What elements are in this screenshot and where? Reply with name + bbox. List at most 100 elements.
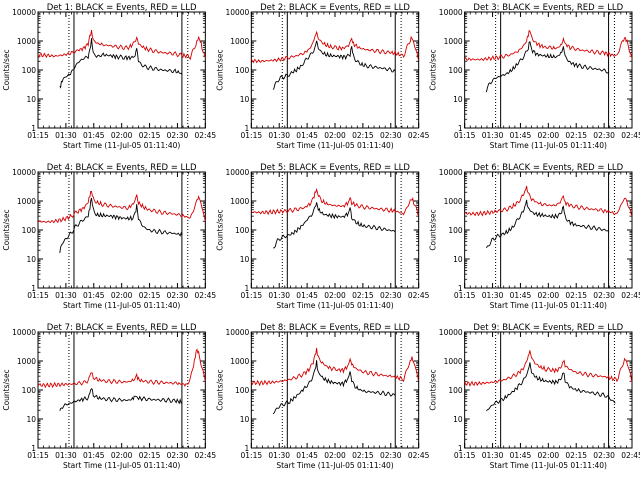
x-tick-label: 01:30 [482, 291, 504, 300]
detector-panel-6: Det 6: BLACK = Events, RED = LLD 1 10 100 10… [429, 163, 640, 310]
panel-title: Det 5: BLACK = Events, RED = LLD [260, 163, 410, 173]
x-tick-label: 01:45 [510, 451, 532, 460]
x-tick-label: 02:15 [352, 131, 374, 140]
panel-title: Det 6: BLACK = Events, RED = LLD [473, 163, 623, 173]
events-series-line [59, 38, 183, 89]
y-tick-label: 10000 [225, 168, 249, 177]
x-tick-label: 01:45 [83, 131, 105, 140]
x-tick-label: 02:30 [380, 451, 402, 460]
x-tick-label: 02:00 [324, 451, 346, 460]
y-tick-label: 100 [448, 386, 463, 395]
x-tick-label: 01:15 [241, 451, 263, 460]
events-series-line [273, 202, 396, 249]
x-tick-label: 02:15 [565, 451, 587, 460]
y-tick-label: 10 [453, 255, 463, 264]
x-tick-label: 01:15 [27, 451, 49, 460]
y-axis-label: Counts/sec [429, 209, 438, 250]
x-tick-label: 02:45 [195, 131, 217, 140]
y-axis-label: Counts/sec [215, 369, 224, 410]
y-tick-label: 1000 [17, 37, 36, 46]
y-tick-label: 100 [235, 226, 250, 235]
x-tick-label: 02:15 [139, 131, 161, 140]
x-tick-label: 02:00 [324, 291, 346, 300]
x-tick-label: 01:15 [27, 291, 49, 300]
detector-panel-3: Det 3: BLACK = Events, RED = LLD 1 10 100 10… [429, 3, 640, 150]
y-axis-label: Counts/sec [2, 209, 11, 250]
y-tick-label: 10 [26, 95, 36, 104]
y-tick-label: 100 [22, 386, 37, 395]
y-tick-label: 1000 [444, 197, 463, 206]
x-tick-label: 02:45 [408, 291, 430, 300]
x-axis-label: Start Time (11-Jul-05 01:11:40) [63, 461, 180, 470]
events-series-line [486, 362, 616, 412]
detector-panel-2: Det 2: BLACK = Events, RED = LLD 1 10 100 10… [215, 3, 429, 150]
y-tick-label: 10000 [12, 328, 36, 337]
y-tick-label: 10000 [439, 168, 463, 177]
detector-panel-9: Det 9: BLACK = Events, RED = LLD 1 10 100 10… [429, 323, 640, 470]
lld-series-line [38, 191, 206, 224]
x-tick-label: 02:15 [352, 291, 374, 300]
lld-series-line [464, 185, 632, 217]
y-axis-label: Counts/sec [2, 369, 11, 410]
y-tick-label: 1 [458, 284, 463, 293]
x-tick-label: 02:30 [380, 131, 402, 140]
lld-series-line [464, 29, 632, 62]
x-tick-label: 02:00 [324, 131, 346, 140]
y-tick-label: 1 [31, 444, 36, 453]
y-tick-label: 10 [453, 95, 463, 104]
y-tick-label: 10 [240, 255, 250, 264]
y-tick-label: 10000 [225, 8, 249, 17]
y-axis-label: Counts/sec [215, 209, 224, 250]
y-tick-label: 1 [245, 124, 250, 133]
lld-series-line [251, 30, 419, 64]
x-tick-label: 01:15 [454, 451, 476, 460]
x-tick-label: 01:15 [241, 291, 263, 300]
x-tick-label: 01:30 [55, 131, 77, 140]
y-tick-label: 10 [26, 255, 36, 264]
detector-panel-1: Det 1: BLACK = Events, RED = LLD 1 10 100 10… [2, 3, 216, 150]
x-axis-label: Start Time (11-Jul-05 01:11:40) [63, 141, 180, 150]
x-tick-label: 01:30 [268, 451, 290, 460]
x-tick-label: 02:15 [565, 291, 587, 300]
x-tick-label: 02:45 [621, 131, 640, 140]
x-axis-label: Start Time (11-Jul-05 01:11:40) [276, 141, 393, 150]
x-tick-label: 02:15 [352, 451, 374, 460]
x-tick-label: 01:45 [296, 451, 318, 460]
x-tick-label: 01:15 [241, 131, 263, 140]
x-tick-label: 01:45 [83, 451, 105, 460]
y-tick-label: 10000 [12, 168, 36, 177]
y-tick-label: 1000 [230, 197, 249, 206]
lld-series-line [251, 347, 419, 387]
x-tick-label: 02:00 [538, 131, 560, 140]
x-axis-label: Start Time (11-Jul-05 01:11:40) [490, 301, 607, 310]
y-tick-label: 10 [240, 95, 250, 104]
x-tick-label: 01:30 [268, 291, 290, 300]
y-tick-label: 10000 [12, 8, 36, 17]
x-tick-label: 02:45 [195, 451, 217, 460]
y-tick-label: 100 [448, 226, 463, 235]
lld-series-line [464, 350, 632, 387]
y-tick-label: 1 [458, 124, 463, 133]
panel-title: Det 3: BLACK = Events, RED = LLD [473, 3, 623, 13]
x-tick-label: 02:30 [593, 131, 615, 140]
y-tick-label: 100 [235, 386, 250, 395]
panel-title: Det 7: BLACK = Events, RED = LLD [47, 323, 197, 333]
detector-panel-8: Det 8: BLACK = Events, RED = LLD 1 10 100 10… [215, 323, 429, 470]
x-tick-label: 02:45 [621, 291, 640, 300]
x-tick-label: 01:45 [296, 291, 318, 300]
detector-panel-4: Det 4: BLACK = Events, RED = LLD 1 10 100 10… [2, 163, 216, 310]
panel-title: Det 1: BLACK = Events, RED = LLD [47, 3, 197, 13]
y-tick-label: 1000 [444, 357, 463, 366]
plot-frame [250, 331, 420, 449]
y-tick-label: 10000 [439, 8, 463, 17]
plot-frame [250, 171, 420, 289]
x-tick-label: 02:45 [408, 451, 430, 460]
x-axis-label: Start Time (11-Jul-05 01:11:40) [490, 461, 607, 470]
y-axis-label: Counts/sec [215, 49, 224, 90]
events-series-line [59, 197, 183, 253]
detector-panel-5: Det 5: BLACK = Events, RED = LLD 1 10 100 10… [215, 163, 429, 310]
plot-frame [37, 11, 206, 129]
y-axis-label: Counts/sec [2, 49, 11, 90]
x-tick-label: 01:45 [83, 291, 105, 300]
y-tick-label: 1 [31, 284, 36, 293]
